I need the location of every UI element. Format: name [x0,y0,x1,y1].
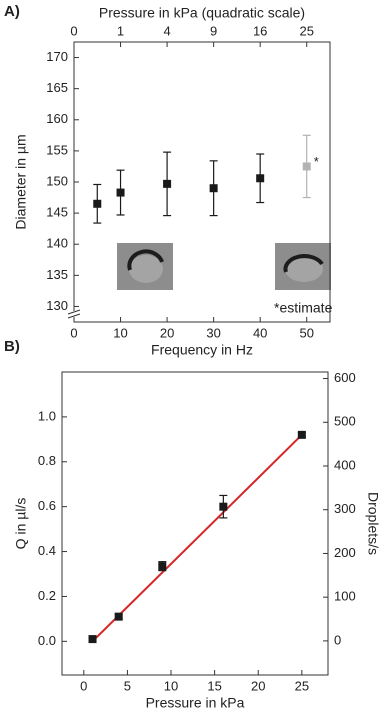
axis-break-gap [68,311,80,317]
point [302,162,311,171]
x-axis-title: Frequency in Hz [151,342,253,358]
y-axis-title: Diameter in µm [13,134,29,229]
point [88,635,97,644]
axis-break [67,313,81,319]
note: *estimate [274,300,333,316]
point [93,199,102,208]
x-tick-label: 0 [70,325,77,340]
y2-tick-label: 400 [334,457,356,472]
x-tick-label: 10 [164,678,178,693]
plot-frame [61,371,329,676]
x-tick-label: 15 [207,678,221,693]
x2-tick-label: 25 [299,23,313,38]
panel-label: A) [4,3,20,20]
y-tick-label: 0.0 [38,633,56,648]
x2-tick-label: 0 [70,23,77,38]
fit-line [91,434,303,643]
y2-tick-label: 600 [334,370,356,385]
y-tick-label: 140 [46,236,68,251]
y-tick-label: 0.6 [38,498,56,513]
point [158,562,167,571]
y-tick-label: 0.4 [38,543,56,558]
y2-tick-label: 0 [334,632,341,647]
panel-label: B) [4,338,20,355]
point [297,430,306,439]
point [219,502,228,511]
point [116,188,125,197]
y2-tick-label: 200 [334,545,356,560]
y-tick-label: 160 [46,111,68,126]
droplet-image [117,243,173,290]
x2-axis-title: Pressure in kPa (quadratic scale) [99,5,305,21]
y-tick-label: 155 [46,142,68,157]
x-axis-title: Pressure in kPa [146,695,245,711]
x-tick-label: 5 [124,678,131,693]
x-tick-label: 40 [253,325,267,340]
y-tick-label: 145 [46,205,68,220]
y-axis-title: Q in µl/s [13,498,29,550]
point [163,179,172,188]
y-tick-label: 0.8 [38,453,56,468]
x2-tick-label: 16 [253,23,267,38]
y2-tick-label: 100 [334,589,356,604]
x-tick-label: 30 [206,325,220,340]
x-tick-label: 25 [295,678,309,693]
point [114,612,123,621]
axis-break [67,309,81,315]
x-tick-label: 10 [113,325,127,340]
y-tick-label: 135 [46,267,68,282]
y-tick-label: 130 [46,298,68,313]
point [209,184,218,193]
y-tick-label: 150 [46,173,68,188]
x2-tick-label: 9 [210,23,217,38]
x-tick-label: 50 [299,325,313,340]
y-tick-label: 165 [46,80,68,95]
y-tick-label: 0.2 [38,588,56,603]
point [256,174,265,183]
y2-tick-label: 500 [334,414,356,429]
x-tick-label: 20 [160,325,174,340]
point-annotation: * [314,154,319,169]
y2-tick-label: 300 [334,501,356,516]
droplet-image [275,243,331,290]
y-tick-label: 1.0 [38,408,56,423]
x2-tick-label: 1 [117,23,124,38]
y-tick-label: 170 [46,49,68,64]
x-tick-label: 0 [80,678,87,693]
y2-axis-title: Droplets/s [365,492,381,555]
x2-tick-label: 4 [163,23,170,38]
x-tick-label: 20 [251,678,265,693]
